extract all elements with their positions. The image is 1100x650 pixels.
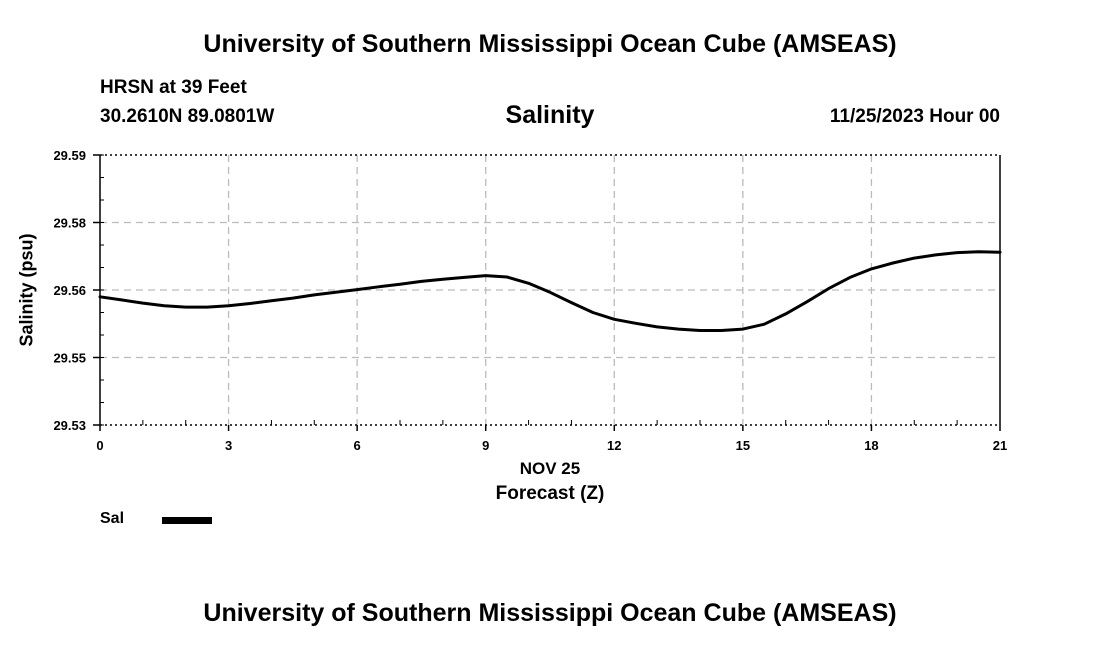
x-tick-label: 21 bbox=[993, 438, 1007, 453]
legend-swatch bbox=[162, 517, 212, 524]
y-tick-label: 29.55 bbox=[53, 351, 86, 366]
y-tick-label: 29.59 bbox=[53, 148, 86, 163]
station-label: HRSN at 39 Feet bbox=[100, 77, 247, 98]
coordinates-label: 30.2610N 89.0801W bbox=[100, 106, 275, 127]
y-tick-label: 29.58 bbox=[53, 216, 86, 231]
x-axis-date-label: NOV 25 bbox=[519, 459, 581, 478]
y-axis-label: Salinity (psu) bbox=[16, 233, 37, 347]
y-tick-label: 29.53 bbox=[53, 418, 86, 433]
series-line-sal bbox=[98, 250, 1002, 332]
x-tick-label: 18 bbox=[864, 438, 878, 453]
x-tick-label: 15 bbox=[736, 438, 750, 453]
x-axis-label: Forecast (Z) bbox=[495, 483, 605, 504]
x-tick-label: 3 bbox=[225, 438, 232, 453]
valid-time-label: 11/25/2023 Hour 00 bbox=[829, 106, 1000, 127]
x-tick-label: 12 bbox=[607, 438, 621, 453]
x-tick-label: 9 bbox=[482, 438, 489, 453]
footer-title: University of Southern Mississippi Ocean… bbox=[203, 599, 897, 627]
x-tick-label: 6 bbox=[354, 438, 361, 453]
x-tick-label: 0 bbox=[96, 438, 103, 453]
main-title: University of Southern Mississippi Ocean… bbox=[203, 30, 897, 58]
legend-label: Sal bbox=[100, 510, 125, 527]
y-tick-label: 29.56 bbox=[53, 283, 86, 298]
chart-title: Salinity bbox=[505, 101, 595, 129]
